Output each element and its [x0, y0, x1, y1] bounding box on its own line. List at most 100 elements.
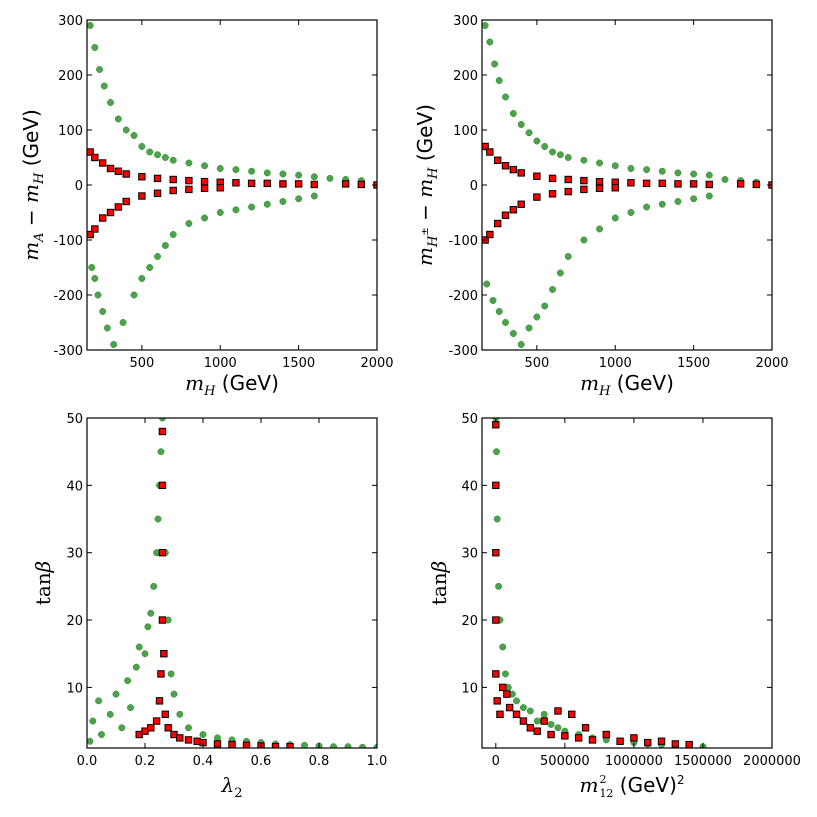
data-point — [167, 670, 175, 678]
x-tick-label: 500 — [129, 356, 154, 371]
axes-frame-p2 — [481, 19, 773, 351]
data-point — [482, 22, 489, 29]
data-point — [533, 313, 541, 321]
data-point — [561, 732, 569, 740]
data-point — [294, 180, 303, 188]
data-point — [310, 173, 318, 181]
data-point — [185, 159, 193, 167]
red-series-p2 — [482, 142, 772, 244]
data-point — [158, 481, 167, 490]
x-axis-label-p2: mH (GeV) — [580, 371, 674, 399]
data-point — [279, 170, 287, 178]
data-point — [216, 209, 224, 216]
data-point — [232, 206, 240, 214]
data-point — [135, 643, 143, 651]
data-point — [501, 211, 510, 219]
data-point — [147, 724, 155, 732]
data-point — [492, 481, 500, 490]
data-point — [616, 737, 624, 745]
data-point — [517, 200, 525, 208]
data-point — [176, 710, 184, 718]
data-point — [114, 115, 122, 123]
y-tick-label: 300 — [58, 14, 83, 29]
data-point — [526, 707, 534, 715]
data-point — [357, 180, 366, 189]
y-axis-label-p1: mA − mH (GeV) — [19, 109, 47, 261]
y-tick-label: -100 — [53, 234, 83, 249]
data-point — [87, 148, 94, 156]
data-point — [627, 165, 635, 172]
data-point — [549, 286, 556, 293]
data-point — [547, 720, 555, 728]
data-point — [611, 162, 619, 170]
data-point — [501, 162, 510, 170]
data-point — [155, 697, 164, 705]
y-tick-label: -300 — [448, 344, 478, 359]
plot-area-p1 — [87, 22, 377, 348]
x-tick-label: 0 — [492, 754, 500, 769]
data-point — [130, 132, 138, 139]
data-point — [595, 184, 604, 193]
data-point — [486, 230, 494, 239]
data-point — [248, 167, 256, 175]
data-point — [341, 180, 350, 188]
data-point — [658, 200, 666, 208]
data-point — [549, 148, 556, 156]
data-point — [94, 291, 102, 299]
data-point — [509, 330, 517, 337]
data-point — [201, 214, 209, 222]
data-point — [152, 717, 161, 725]
data-point — [502, 319, 509, 326]
data-point — [247, 179, 256, 188]
data-point — [160, 650, 168, 658]
data-point — [279, 198, 287, 205]
data-point — [541, 302, 549, 310]
data-point — [580, 185, 588, 194]
data-point — [158, 616, 167, 624]
data-point — [153, 174, 162, 183]
x-tick-label: 1000000 — [605, 754, 663, 769]
x-tick-label: 0.6 — [251, 754, 272, 769]
data-point — [169, 156, 177, 164]
y-tick-label: 0 — [75, 179, 83, 194]
data-point — [286, 742, 294, 748]
data-point — [674, 198, 682, 205]
data-point — [517, 169, 525, 177]
data-point — [581, 724, 590, 732]
data-point — [705, 171, 713, 179]
y-tick-label: 50 — [461, 412, 478, 427]
data-point — [141, 650, 149, 658]
data-point — [169, 186, 177, 195]
data-point — [98, 214, 107, 222]
plot-area-p3 — [87, 418, 377, 748]
data-point — [112, 690, 120, 698]
data-point — [138, 192, 146, 200]
data-point — [263, 179, 271, 188]
data-point — [689, 180, 698, 188]
data-point — [161, 710, 170, 719]
ticks-p3: 0.0 0.2 0.4 0.6 0.8 1.0 10 20 30 40 50 — [66, 412, 387, 769]
data-point — [499, 643, 507, 651]
x-tick-label: 1.0 — [367, 754, 388, 769]
data-point — [512, 710, 521, 719]
data-point — [122, 197, 130, 206]
data-point — [509, 110, 517, 117]
data-point — [344, 743, 352, 748]
data-point — [310, 192, 318, 200]
data-point — [509, 206, 518, 214]
data-point — [547, 730, 555, 739]
data-point — [658, 179, 666, 188]
data-point — [106, 710, 114, 718]
data-point — [89, 717, 97, 725]
data-point — [525, 324, 533, 332]
data-point — [643, 203, 651, 211]
green-series-p1 — [87, 22, 365, 348]
data-point — [99, 308, 107, 315]
data-point — [122, 126, 130, 134]
data-point — [310, 180, 318, 189]
data-point — [671, 740, 680, 748]
data-point — [627, 179, 635, 187]
data-point — [132, 663, 140, 671]
axes-frame-p4 — [481, 417, 773, 749]
data-point — [301, 741, 308, 748]
